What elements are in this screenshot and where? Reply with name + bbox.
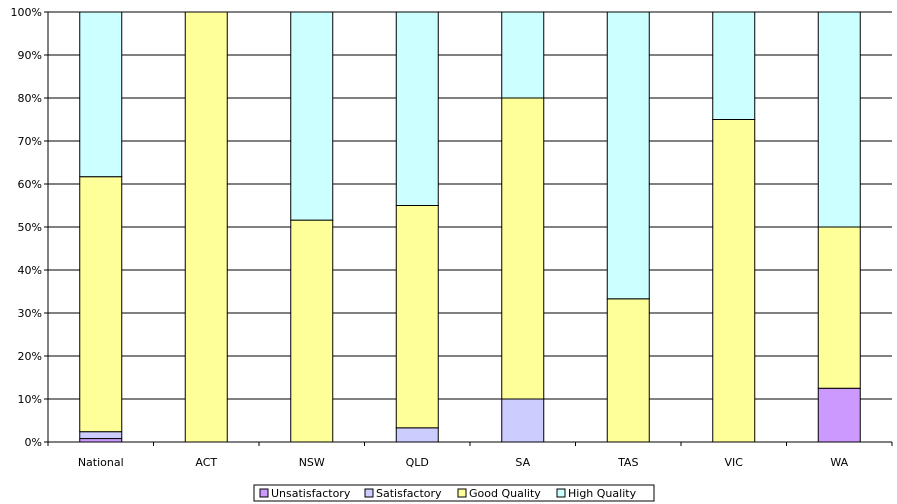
gridlines — [48, 11, 892, 443]
bar-segment-high-quality — [395, 11, 439, 206]
bar-segment-high-quality — [501, 11, 545, 99]
legend-swatch — [259, 488, 269, 498]
legend-box — [253, 484, 655, 502]
x-tick-label: ACT — [195, 456, 217, 469]
bar-segment-satisfactory — [501, 398, 545, 443]
bar-segment-good-quality — [606, 298, 650, 443]
legend: Unsatisfactory Satisfactory Good Quality Hi… — [253, 484, 655, 502]
bar-segment-good-quality — [184, 11, 228, 443]
x-tick-label: National — [78, 456, 124, 469]
y-tick-label: 40% — [18, 264, 42, 277]
bars-group — [79, 11, 861, 443]
bar-segment-unsatisfactory — [79, 438, 123, 443]
x-tick-label: WA — [830, 456, 848, 469]
bar-segment-high-quality — [712, 11, 756, 120]
y-tick-label: 90% — [18, 49, 42, 62]
y-tick-label: 100% — [11, 6, 42, 19]
bar-segment-satisfactory — [395, 427, 439, 443]
x-tick-label: QLD — [406, 456, 429, 469]
legend-swatch — [457, 488, 467, 498]
y-tick-label: 80% — [18, 92, 42, 105]
y-tick-label: 10% — [18, 393, 42, 406]
bar-segment-good-quality — [395, 205, 439, 429]
bar-segment-high-quality — [79, 11, 123, 178]
y-tick-label: 50% — [18, 221, 42, 234]
legend-label: Good Quality — [469, 487, 541, 500]
bar-segment-satisfactory — [79, 431, 123, 440]
y-tick-label: 70% — [18, 135, 42, 148]
bar-segment-good-quality — [290, 219, 334, 443]
x-tick-labels: National ACT NSW QLD SA TAS VIC WA — [78, 456, 849, 469]
x-tick-label: NSW — [299, 456, 325, 469]
y-tick-labels: 0% 10% 20% 30% 40% 50% 60% 70% 80% 90% 100% — [11, 6, 42, 449]
x-tick-label: VIC — [725, 456, 744, 469]
axes — [44, 11, 893, 446]
y-tick-label: 20% — [18, 350, 42, 363]
bar-segment-high-quality — [290, 11, 334, 221]
legend-label: Unsatisfactory — [271, 487, 351, 500]
bar-segment-good-quality — [501, 97, 545, 400]
legend-label: High Quality — [568, 487, 637, 500]
x-tick-label: TAS — [617, 456, 638, 469]
bar-segment-good-quality — [817, 226, 861, 389]
y-tick-label: 0% — [25, 436, 42, 449]
legend-label: Satisfactory — [376, 487, 442, 500]
bar-segment-unsatisfactory — [817, 387, 861, 443]
bar-segment-good-quality — [79, 176, 123, 433]
bar-segment-good-quality — [712, 119, 756, 443]
bar-segment-high-quality — [606, 11, 650, 300]
y-tick-label: 30% — [18, 307, 42, 320]
bar-segment-high-quality — [817, 11, 861, 228]
x-tick-label: SA — [515, 456, 530, 469]
legend-swatch — [556, 488, 566, 498]
legend-swatch — [364, 488, 374, 498]
y-tick-label: 60% — [18, 178, 42, 191]
